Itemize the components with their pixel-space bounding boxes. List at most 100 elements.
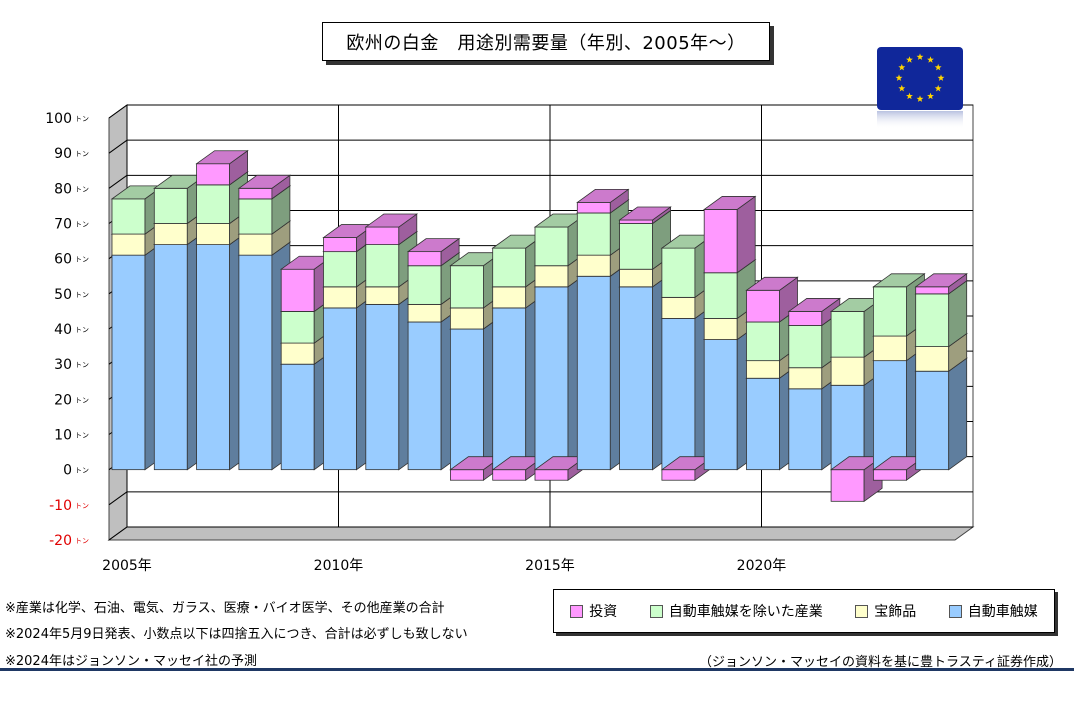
- bar-jewelry-2008-front: [239, 234, 272, 255]
- y-tick-label: 10: [54, 428, 72, 444]
- bar-industrial-2022-front: [831, 311, 864, 357]
- bar-investment-2020-front: [747, 290, 780, 322]
- bar-industrial-2007-front: [197, 185, 230, 224]
- x-tick-label: 2005年: [102, 558, 152, 574]
- bar-autocatalyst-2016-front: [577, 276, 610, 469]
- bar-investment-2011-front: [366, 227, 399, 245]
- bar-jewelry-2014-front: [493, 287, 526, 308]
- bar-autocatalyst-2010-front: [324, 308, 357, 470]
- bar-autocatalyst-2024: [916, 358, 967, 469]
- y-tick-unit: トン: [75, 537, 89, 545]
- bottom-rule: [0, 668, 1074, 671]
- bar-autocatalyst-2005-front: [112, 255, 145, 470]
- legend-swatch-industrial: [650, 605, 663, 618]
- bar-autocatalyst-2017-front: [620, 287, 653, 470]
- bar-industrial-2021-front: [789, 325, 822, 367]
- bar-investment-2019-front: [704, 209, 737, 272]
- y-tick-label: 60: [54, 252, 72, 268]
- bar-jewelry-2024-front: [916, 347, 949, 372]
- y-tick-label: -20: [49, 533, 72, 549]
- bar-investment-2007-front: [197, 164, 230, 185]
- bar-investment-2024-front: [916, 287, 949, 294]
- bar-investment-2016-front: [577, 202, 610, 213]
- y-tick-label: 90: [54, 146, 72, 162]
- bar-jewelry-2013-front: [450, 308, 483, 329]
- bar-jewelry-2010-front: [324, 287, 357, 308]
- bar-investment-2022-front: [831, 470, 864, 502]
- bar-industrial-2023-front: [873, 287, 906, 336]
- bar-jewelry-2007-front: [197, 224, 230, 245]
- legend-label-jewelry: 宝飾品: [874, 601, 916, 621]
- bar-industrial-2015-front: [535, 227, 568, 266]
- bar-industrial-2011-front: [366, 245, 399, 287]
- bar-industrial-2018-front: [662, 248, 695, 297]
- bar-jewelry-2016-front: [577, 255, 610, 276]
- bar-autocatalyst-2013-front: [450, 329, 483, 470]
- legend-swatch-autocatalyst: [949, 605, 962, 618]
- bar-autocatalyst-2024-front: [916, 371, 949, 469]
- bar-investment-2009-front: [281, 269, 314, 311]
- bar-jewelry-2023-front: [873, 336, 906, 361]
- y-tick-unit: トン: [75, 256, 89, 264]
- y-tick-unit: トン: [75, 115, 89, 123]
- bar-industrial-2019-front: [704, 273, 737, 319]
- chart-title: 欧州の白金 用途別需要量（年別、2005年〜）: [322, 22, 770, 61]
- y-tick-unit: トン: [75, 326, 89, 334]
- y-tick-label: 40: [54, 322, 72, 338]
- x-tick-label: 2020年: [737, 558, 787, 574]
- bar-industrial-2014-front: [493, 248, 526, 287]
- legend-item-investment: 投資: [570, 601, 617, 621]
- bar-investment-2014-front: [493, 470, 526, 481]
- bar-autocatalyst-2023-front: [873, 361, 906, 470]
- y-tick-label: 100: [45, 111, 72, 127]
- legend-swatch-investment: [570, 605, 583, 618]
- bar-autocatalyst-2020-front: [747, 378, 780, 469]
- legend-label-investment: 投資: [589, 601, 617, 621]
- bar-industrial-2020-front: [747, 322, 780, 361]
- y-tick-label: 20: [54, 392, 72, 408]
- bar-autocatalyst-2021-front: [789, 389, 822, 470]
- y-tick-label: 30: [54, 357, 72, 373]
- bar-investment-2018-front: [662, 470, 695, 481]
- y-tick-label: -10: [49, 498, 72, 514]
- y-tick-unit: トン: [75, 221, 89, 229]
- y-tick-unit: トン: [75, 361, 89, 369]
- y-tick-label: 50: [54, 287, 72, 303]
- bar-industrial-2013-front: [450, 266, 483, 308]
- bar-industrial-2006-front: [154, 188, 187, 223]
- bar-autocatalyst-2008-front: [239, 255, 272, 470]
- floor: [109, 527, 973, 540]
- bar-industrial-2016-front: [577, 213, 610, 255]
- bar-autocatalyst-2009-front: [281, 364, 314, 470]
- bar-autocatalyst-2007-front: [197, 245, 230, 470]
- bar-jewelry-2009-front: [281, 343, 314, 364]
- bar-autocatalyst-2018-front: [662, 318, 695, 469]
- bar-industrial-2009-front: [281, 311, 314, 343]
- legend-label-autocatalyst: 自動車触媒: [968, 601, 1038, 621]
- y-tick-label: 70: [54, 217, 72, 233]
- x-tick-label: 2015年: [525, 558, 575, 574]
- bar-investment-2012-front: [408, 252, 441, 266]
- bar-jewelry-2018-front: [662, 297, 695, 318]
- note-rounding: ※2024年5月9日発表、小数点以下は四捨五入につき、合計は必ずしも致しない: [5, 623, 468, 642]
- bar-jewelry-2017-front: [620, 269, 653, 287]
- bar-autocatalyst-2024-side: [949, 358, 967, 469]
- bar-autocatalyst-2015-front: [535, 287, 568, 470]
- bar-jewelry-2011-front: [366, 287, 399, 305]
- y-tick-label: 80: [54, 181, 72, 197]
- y-tick-unit: トン: [75, 150, 89, 158]
- legend-item-industrial: 自動車触媒を除いた産業: [650, 601, 823, 621]
- bar-autocatalyst-2019-front: [704, 340, 737, 470]
- note-forecast: ※2024年はジョンソン・マッセイ社の予測: [5, 650, 257, 669]
- bar-investment-2017-front: [620, 220, 653, 224]
- legend-item-autocatalyst: 自動車触媒: [949, 601, 1038, 621]
- y-tick-unit: トン: [75, 396, 89, 404]
- bar-jewelry-2006-front: [154, 224, 187, 245]
- y-tick-unit: トン: [75, 467, 89, 475]
- bar-autocatalyst-2014-front: [493, 308, 526, 470]
- bar-investment-2013-front: [450, 470, 483, 481]
- bar-investment-2023-front: [873, 470, 906, 481]
- bar-industrial-2005-front: [112, 199, 145, 234]
- eu-flag-icon: [877, 47, 963, 129]
- bar-autocatalyst-2012-front: [408, 322, 441, 470]
